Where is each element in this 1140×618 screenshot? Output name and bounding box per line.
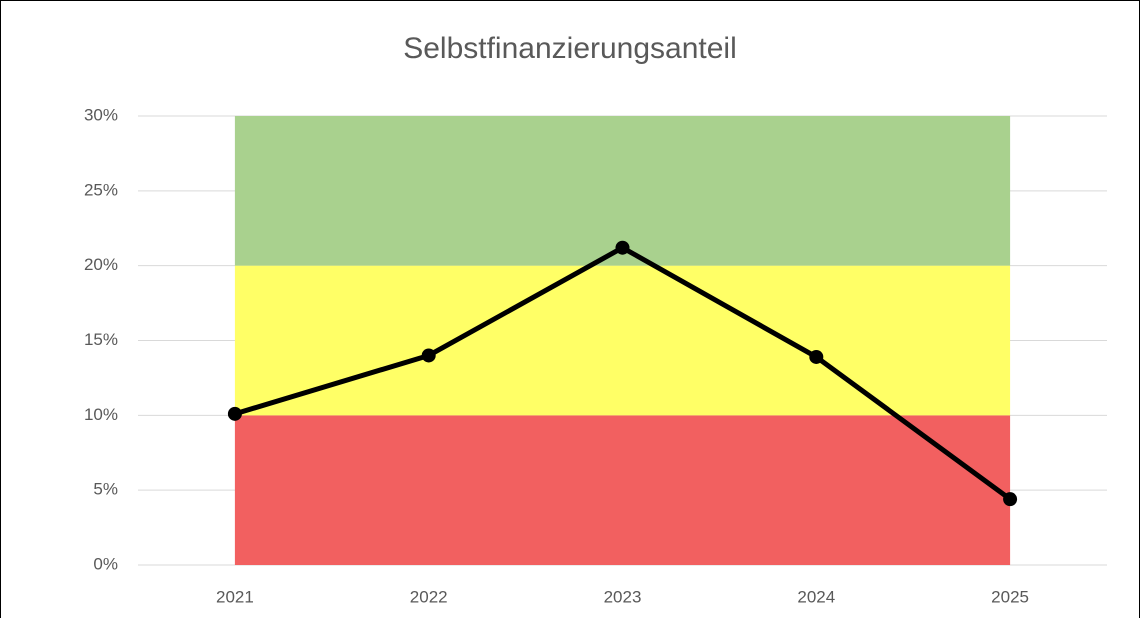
band-area [234, 265, 1011, 416]
point [421, 348, 436, 363]
bands [234, 116, 1011, 565]
x-tick-label: 2021 [216, 587, 254, 606]
y-tick-label: 30% [84, 105, 118, 124]
y-tick-label: 25% [84, 180, 118, 199]
point [1003, 492, 1018, 507]
band-area [234, 415, 1011, 565]
y-tick-label: 10% [84, 405, 118, 424]
y-tick-label: 0% [93, 554, 118, 573]
x-tick-label: 2023 [604, 587, 642, 606]
x-tick-label: 2024 [797, 587, 835, 606]
x-tick-label: 2025 [991, 587, 1029, 606]
point [809, 349, 824, 364]
lines [227, 240, 1018, 507]
chart-title: Selbstfinanzierungsanteil [403, 32, 737, 65]
band-area [234, 116, 1011, 266]
x-tick-label: 2022 [410, 587, 448, 606]
y-tick-label: 15% [84, 330, 118, 349]
y-tick-label: 20% [84, 255, 118, 274]
point [227, 406, 242, 421]
y-tick-label: 5% [93, 480, 118, 499]
point [615, 240, 630, 255]
